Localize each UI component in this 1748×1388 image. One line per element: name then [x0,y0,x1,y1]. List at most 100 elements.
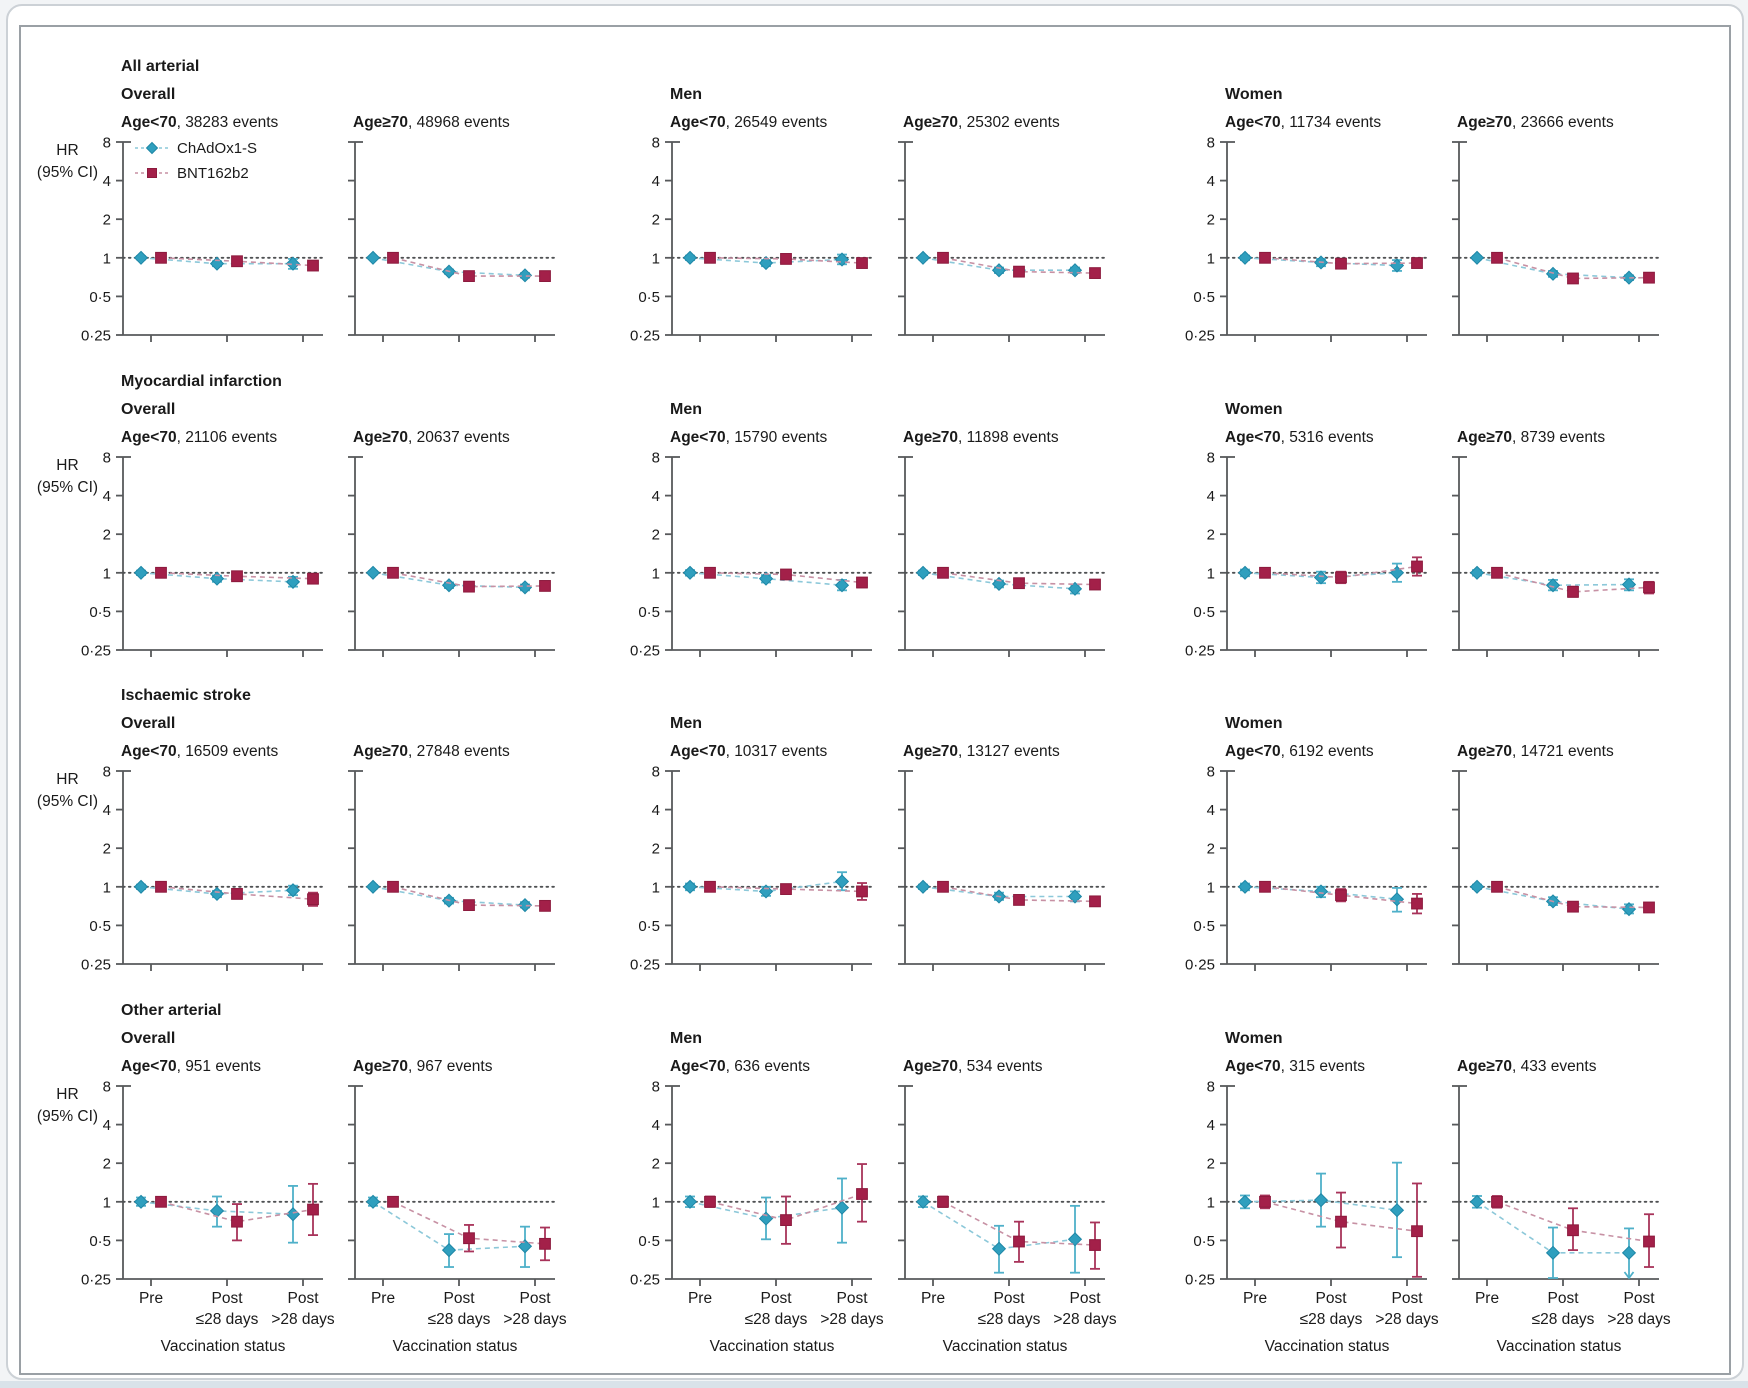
y-tick-label: 0·25 [1185,1272,1215,1289]
y-axis: 8 4 2 1 0·5 0·25 [81,1079,131,1289]
age-label: Age≥70 [1457,1058,1513,1075]
y-tick-label: 0·5 [1193,604,1215,621]
x-tick-label-line: Pre [138,1290,164,1307]
age-label: Age≥70 [903,1058,959,1075]
series-marker [915,879,931,894]
series-marker [133,565,149,580]
group-label-overall: Overall [121,401,176,418]
series-marker [1411,897,1423,910]
series-marker [937,880,949,893]
events-count: , 951 events [176,1058,262,1075]
panel-age-header: Age<70, 315 events [1225,1058,1365,1076]
series-marker [915,1194,931,1209]
y-tick-label: 0·5 [89,604,111,621]
legend-item-chadox1s: ChAdOx1-S [135,140,257,157]
group-label-overall: Overall [121,715,176,732]
panel-age-header: Age≥70, 11898 events [903,429,1059,447]
events-count: , 26549 events [725,114,828,131]
y-tick-label: 2 [1207,841,1215,858]
chadox1s-series [1469,250,1637,285]
age-label: Age≥70 [903,429,959,446]
events-count: , 16509 events [176,743,279,760]
series-marker [1491,566,1503,579]
group-label-men: Men [670,715,702,732]
y-axis [1452,770,1467,965]
x-axis [672,649,872,657]
panel-chart: 8 4 2 1 0·5 0·25 [1185,764,1428,974]
series-line [1496,257,1650,280]
y-tick-label: 0·5 [1193,1233,1215,1250]
y-tick-label: 1 [1207,250,1215,267]
y-tick-label: 1 [103,879,111,896]
panel-chart [898,1085,1106,1286]
x-tick-label: Post ≤28 days [954,1288,1064,1330]
x-tick-label-line: ≤28 days [744,1311,808,1328]
x-tick-label-line: Post [519,1290,551,1307]
series-marker [1567,900,1579,913]
x-axis [905,1278,1105,1286]
series-marker [155,880,167,893]
panel-chart: 8 4 2 1 0·5 0·25 [630,764,873,974]
panel-chart: 8 4 2 1 0·5 0·25 [630,450,873,660]
group-label-men: Men [670,401,702,418]
series-marker [209,1203,225,1218]
panel-chart: 8 4 2 1 0·5 0·25 [81,764,324,974]
y-tick-label: 8 [652,135,660,152]
bnt162b2-series [1491,566,1655,598]
y-tick-label: 4 [1207,802,1215,819]
series-marker [1259,1195,1271,1208]
x-tick-label: Post >28 days [797,1288,907,1330]
series-marker [1389,892,1405,907]
series-marker [991,1241,1007,1256]
x-axis [1227,1278,1427,1286]
group-label-men: Men [670,1030,702,1047]
events-count: , 14721 events [1512,743,1614,760]
series-marker [856,1188,868,1200]
x-tick-label-line: Pre [920,1290,946,1307]
y-tick-label: 1 [652,565,660,582]
chadox1s-series [682,1177,850,1244]
y-tick-label: 2 [652,212,660,229]
y-tick-label: 0·25 [1185,643,1215,660]
series-marker [463,899,475,911]
age-label: Age<70 [670,743,726,760]
bnt162b2-series [704,1163,868,1245]
series-line [1496,572,1650,593]
events-count: , 25302 events [958,114,1060,131]
age-label: Age<70 [670,114,726,131]
series-marker [517,1239,533,1254]
series-marker [1089,267,1101,279]
series-marker [1067,1232,1083,1247]
series-marker [856,576,868,589]
y-tick-label: 2 [652,841,660,858]
panel-chart [1452,456,1660,657]
bnt162b2-series [387,566,551,593]
age-label: Age≥70 [353,429,409,446]
x-axis [905,334,1105,342]
series-line [392,886,546,907]
group-label-women: Women [1225,715,1283,732]
series-marker [285,256,301,271]
y-axis: 8 4 2 1 0·5 0·25 [630,764,680,974]
y-tick-label: 1 [652,1194,660,1211]
y-tick-label: 4 [1207,488,1215,505]
series-marker [387,880,399,893]
series-marker [780,253,792,265]
age-label: Age≥70 [353,114,409,131]
events-count: , 48968 events [408,114,510,131]
y-tick-label: 8 [103,135,111,152]
age-label: Age<70 [1225,1058,1281,1075]
series-marker [1411,1225,1423,1238]
legend-label: ChAdOx1-S [177,140,257,157]
series-marker [1491,251,1503,264]
series-marker [1237,565,1253,580]
hr-axis-label-line1: HR [56,771,79,788]
y-tick-label: 1 [1207,879,1215,896]
hr-axis-label: HR (95% CI) [20,455,115,499]
x-tick-label-line: ≤28 days [977,1311,1041,1328]
series-marker [937,566,949,579]
panel-age-header: Age<70, 5316 events [1225,429,1374,447]
series-marker [1259,880,1271,893]
x-axis [905,963,1105,971]
events-count: , 967 events [408,1058,493,1075]
